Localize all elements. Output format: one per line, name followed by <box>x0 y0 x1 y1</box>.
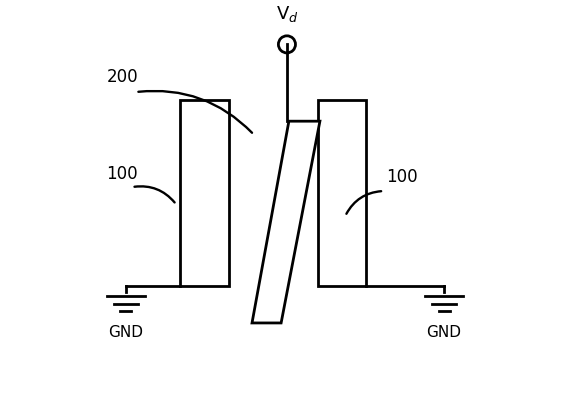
FancyArrowPatch shape <box>135 186 174 202</box>
Text: 100: 100 <box>386 168 417 186</box>
Bar <box>180 100 229 286</box>
Text: V$_d$: V$_d$ <box>276 4 298 24</box>
Text: 100: 100 <box>107 164 138 182</box>
Text: 200: 200 <box>107 68 138 86</box>
FancyArrowPatch shape <box>139 91 252 133</box>
FancyArrowPatch shape <box>347 191 381 214</box>
Text: GND: GND <box>108 325 144 340</box>
Bar <box>318 100 367 286</box>
Polygon shape <box>252 121 320 323</box>
Text: GND: GND <box>426 325 462 340</box>
